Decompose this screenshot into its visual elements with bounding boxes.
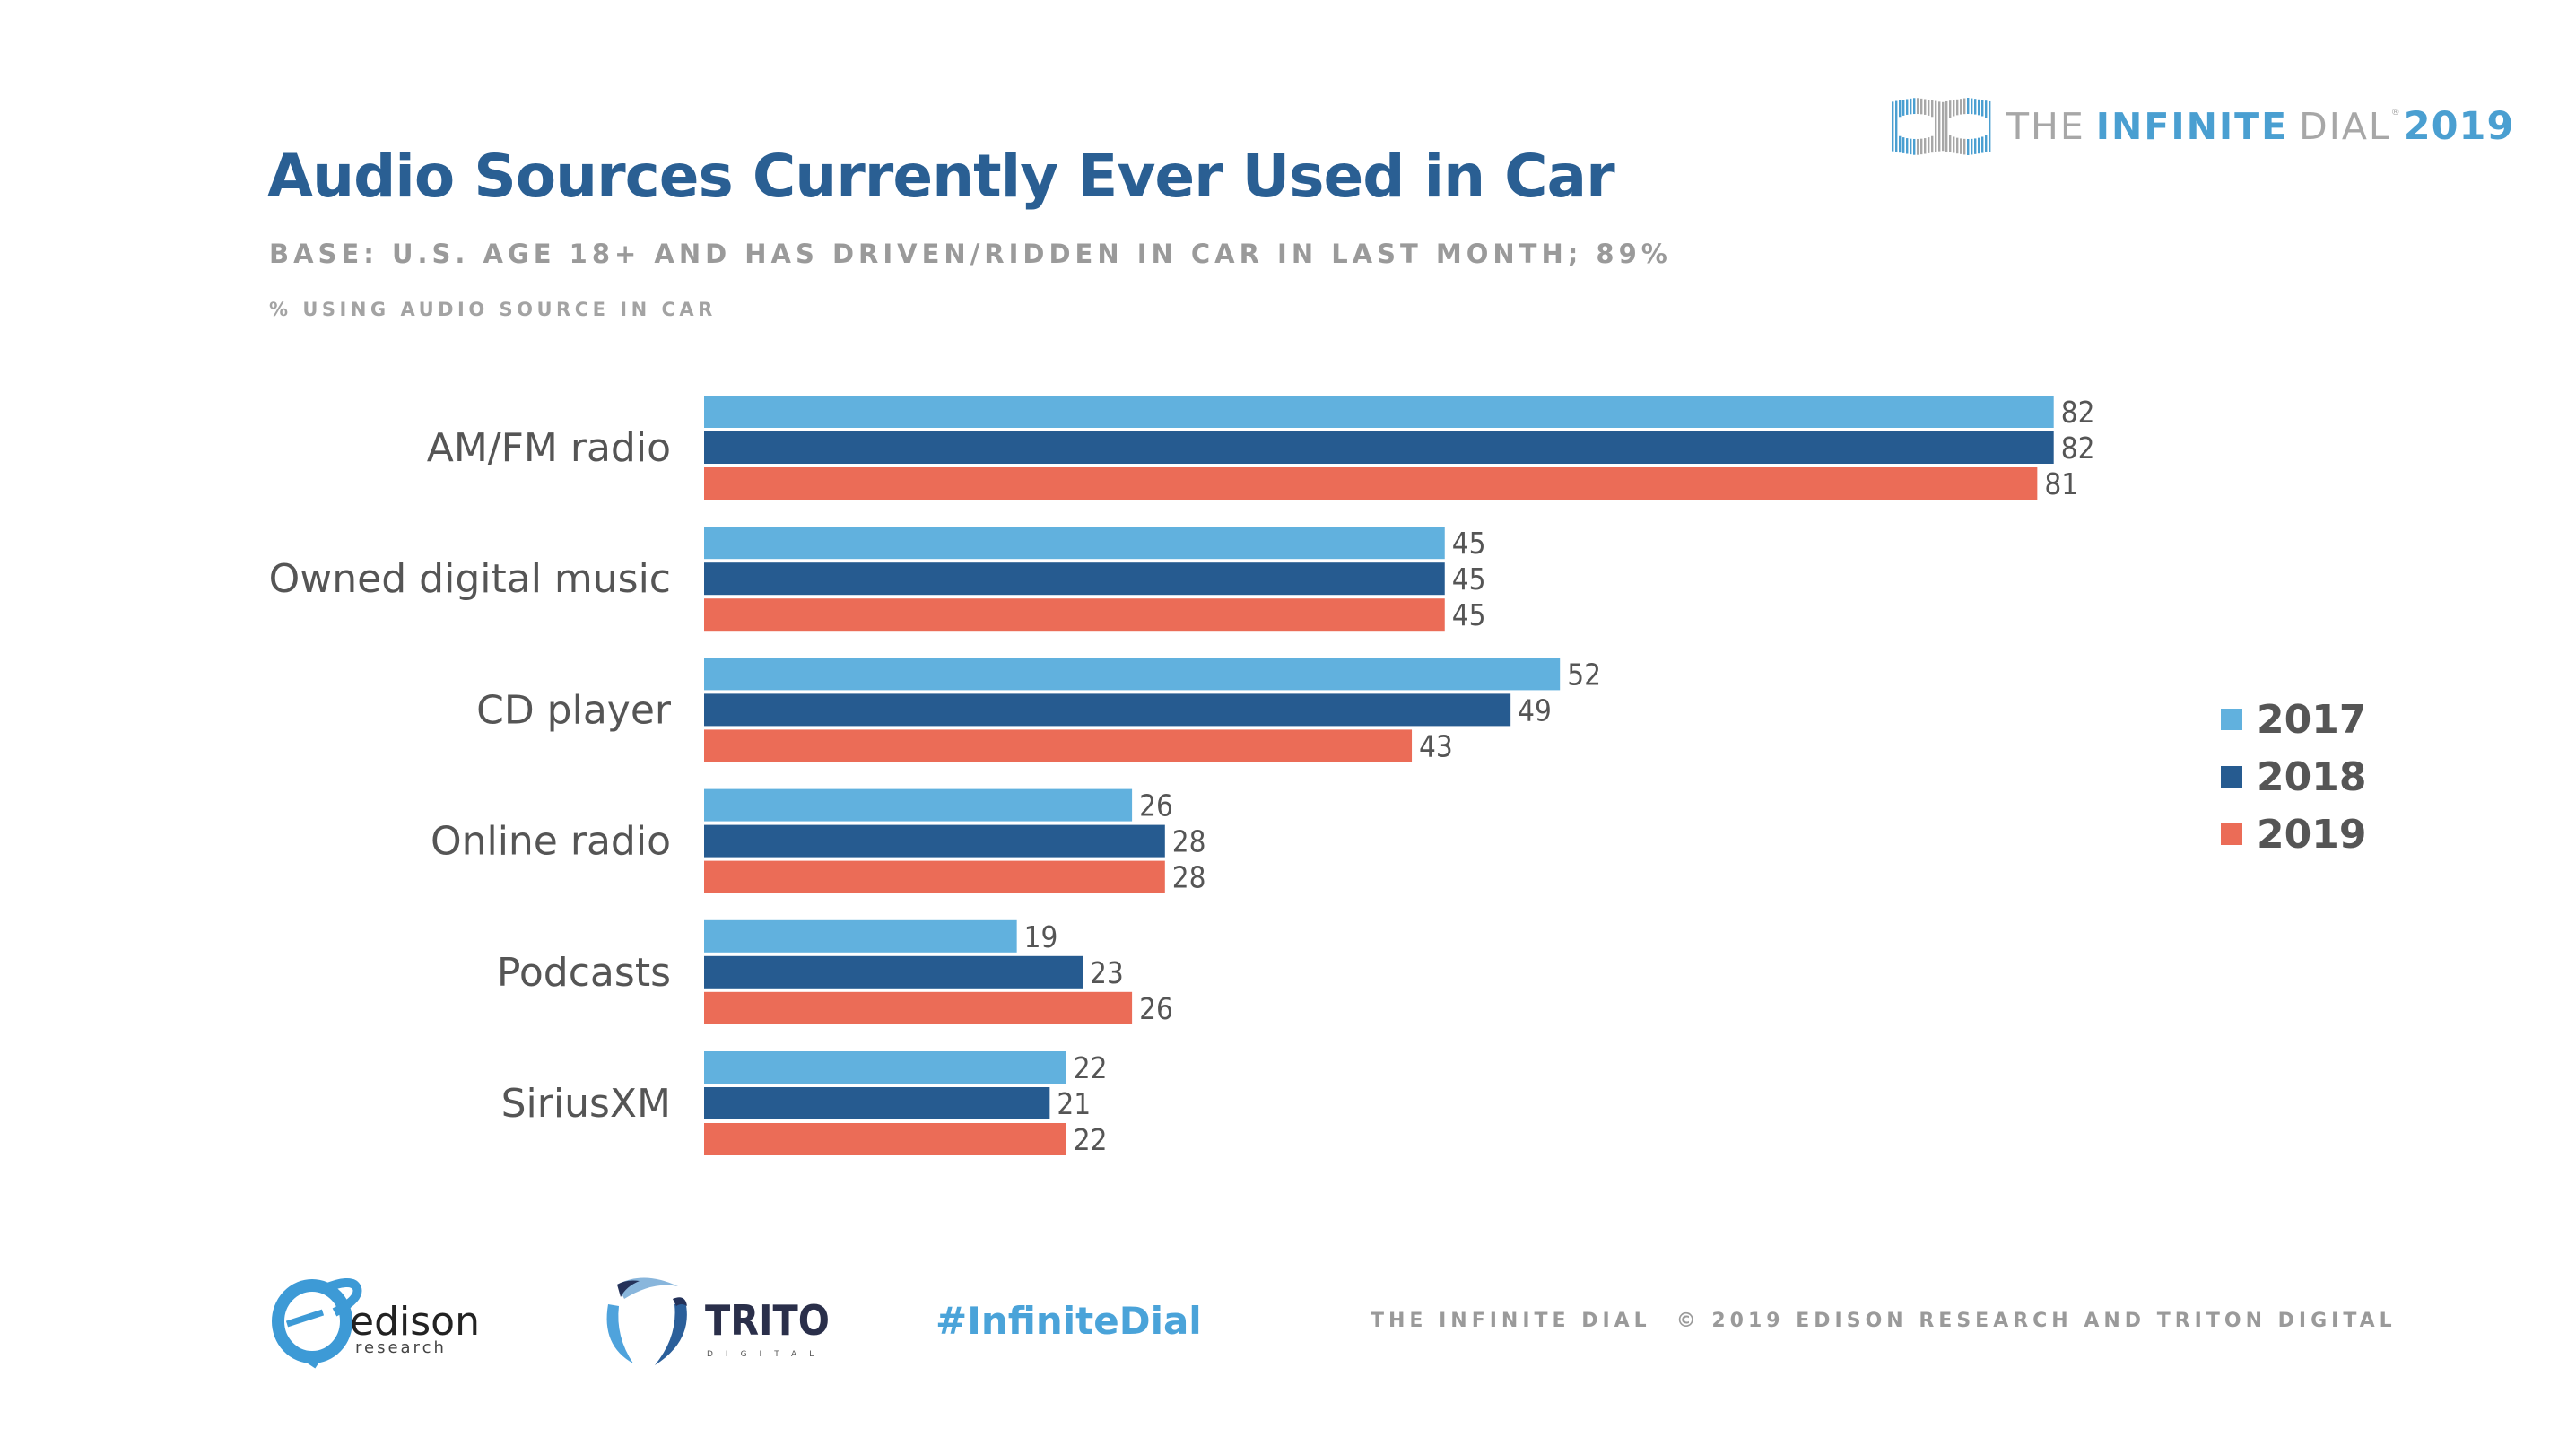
data-label: 19 [1024, 919, 1058, 954]
data-label: 45 [1452, 597, 1486, 632]
data-label: 45 [1452, 526, 1486, 561]
footer-credits: THE INFINITE DIAL © 2019 EDISON RESEARCH … [1371, 1310, 2397, 1332]
bar-2019 [704, 598, 1445, 632]
chart-title: Audio Sources Currently Ever Used in Car [267, 142, 1615, 211]
legend-label-2017: 2017 [2257, 697, 2366, 743]
footer-copyright: © 2019 EDISON RESEARCH AND TRITON DIGITA… [1675, 1310, 2397, 1332]
bar-2019 [704, 1123, 1066, 1155]
bar-2018 [704, 431, 2054, 464]
bar-2017 [704, 788, 1133, 822]
bar-2017 [704, 396, 2054, 428]
infinity-dial-logo-icon [1892, 98, 1991, 155]
legend-swatch-2017 [2221, 709, 2242, 730]
data-label: 52 [1567, 657, 1601, 692]
data-label: 22 [1074, 1122, 1108, 1157]
data-label: 22 [1074, 1050, 1108, 1085]
hashtag-link[interactable]: #InfiniteDial [936, 1299, 1202, 1343]
bar-2017 [704, 1051, 1066, 1084]
triton-digital-logo-icon: TRITON DIGITAL [606, 1277, 832, 1365]
data-label: 28 [1172, 860, 1206, 895]
bar-2018 [704, 824, 1165, 858]
data-label: 21 [1057, 1086, 1091, 1121]
category-label: AM/FM radio [427, 425, 671, 471]
bars [704, 396, 2054, 1155]
legend-label-2018: 2018 [2257, 754, 2366, 800]
brand-word-infinite: INFINITE [2095, 105, 2289, 148]
bar-2019 [704, 729, 1413, 762]
bar-2018 [704, 955, 1083, 989]
bar-2019 [704, 467, 2038, 500]
category-label: SiriusXM [501, 1081, 671, 1127]
edison-logo-sub: research [355, 1338, 447, 1357]
triton-logo-sub: DIGITAL [707, 1350, 826, 1359]
bar-2019 [704, 991, 1133, 1024]
brand-year: 2019 [2403, 104, 2515, 149]
category-label: Online radio [431, 819, 671, 865]
data-label: 26 [1139, 788, 1173, 823]
category-labels: AM/FM radio Owned digital music CD player O… [269, 425, 672, 1127]
data-label: 23 [1090, 955, 1124, 990]
legend: 2017 2018 2019 [2221, 697, 2366, 858]
triton-logo-name: TRITON [705, 1296, 832, 1345]
data-label: 82 [2061, 431, 2095, 466]
category-label: Owned digital music [269, 556, 671, 602]
data-label: 43 [1419, 728, 1453, 763]
data-label: 49 [1518, 693, 1552, 727]
grouped-bar-chart: AM/FM radio Owned digital music CD player O… [269, 395, 2367, 1157]
bar-2018 [704, 1087, 1050, 1119]
bar-2018 [704, 693, 1511, 727]
edison-logo-name: edison [350, 1299, 480, 1345]
data-label: 28 [1172, 824, 1206, 859]
data-label: 26 [1139, 991, 1173, 1026]
chart-subtitle-base: BASE: U.S. AGE 18+ AND HAS DRIVEN/RIDDEN… [269, 239, 1672, 269]
edison-research-logo-icon: edison research [272, 1278, 480, 1369]
bar-2017 [704, 527, 1445, 560]
axis-unit-label: % USING AUDIO SOURCE IN CAR [269, 299, 717, 320]
legend-swatch-2018 [2221, 766, 2242, 788]
footer-publication-name: THE INFINITE DIAL [1371, 1310, 1651, 1332]
legend-label-2019: 2019 [2257, 812, 2366, 858]
category-label: CD player [476, 687, 672, 733]
bar-2017 [704, 658, 1561, 691]
data-label: 81 [2044, 466, 2078, 501]
data-label: 45 [1452, 562, 1486, 597]
infinite-dial-brand-logo: THE INFINITE DIAL ® 2019 [1888, 97, 2514, 156]
bar-2017 [704, 919, 1017, 953]
category-label: Podcasts [497, 950, 671, 996]
bar-2018 [704, 562, 1445, 596]
legend-swatch-2019 [2221, 823, 2242, 845]
registered-mark: ® [2390, 108, 2400, 118]
brand-word-dial: DIAL [2299, 105, 2391, 148]
bar-2019 [704, 860, 1165, 893]
data-label: 82 [2061, 395, 2095, 430]
brand-word-the: THE [2006, 105, 2085, 148]
